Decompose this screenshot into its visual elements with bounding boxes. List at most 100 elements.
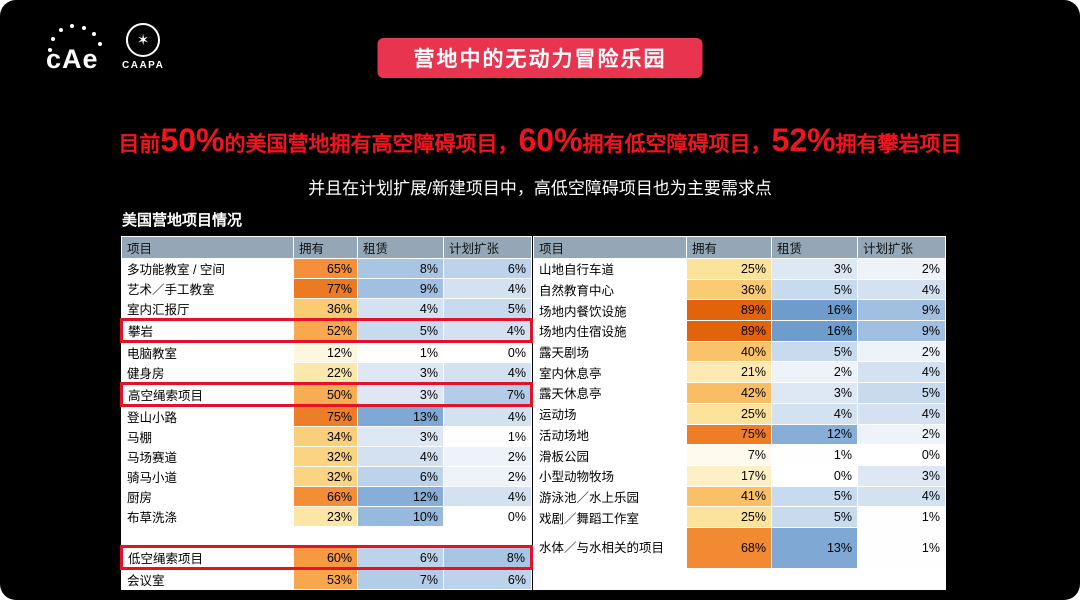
- value-cell: 4%: [357, 298, 444, 320]
- table-row: 滑板公园 7% 1% 0%: [533, 444, 946, 466]
- column-header: 拥有: [686, 236, 772, 259]
- value-cell: [686, 568, 772, 590]
- table-row: 场地内住宿设施 89% 16% 9%: [533, 320, 946, 342]
- table-row: 露天休息亭 42% 3% 5%: [533, 382, 946, 404]
- project-name-cell: 厨房: [121, 486, 294, 507]
- table-row: 小型动物牧场 17% 0% 3%: [533, 464, 946, 487]
- table-row: 艺术／手工教室 77% 9% 4%: [121, 278, 532, 299]
- value-cell: 42%: [686, 382, 772, 404]
- table-row: 电脑教室 12% 1% 0%: [121, 341, 532, 363]
- value-cell: 52%: [293, 318, 358, 343]
- value-cell: 34%: [293, 426, 358, 447]
- table-row: 低空绳索项目 60% 6% 8%: [120, 545, 533, 570]
- table-row: 会议室 53% 7% 6%: [121, 568, 532, 590]
- value-cell: 13%: [357, 405, 444, 427]
- value-cell: 40%: [686, 340, 772, 363]
- project-name-cell: 会议室: [121, 568, 294, 590]
- subheadline: 并且在计划扩展/新建项目中，高低空障碍项目也为主要需求点: [308, 179, 772, 198]
- value-cell: 12%: [293, 341, 358, 363]
- value-cell: 9%: [857, 299, 946, 322]
- value-cell: 4%: [443, 278, 532, 299]
- project-name-cell: 低空绳索项目: [120, 545, 294, 570]
- column-header: 租赁: [357, 236, 444, 259]
- value-cell: 5%: [771, 485, 858, 508]
- table-row: 山地自行车道 25% 3% 2%: [533, 258, 946, 280]
- value-cell: 2%: [857, 340, 946, 363]
- value-cell: 12%: [357, 486, 444, 507]
- headline-segment: 的美国营地拥有高空障碍项目，: [224, 133, 519, 156]
- project-name-cell: 多功能教室 / 空间: [121, 258, 294, 279]
- column-header: 计划扩张: [443, 236, 532, 259]
- value-cell: 3%: [357, 382, 444, 407]
- logo-group: cAe ✶ CAAPA: [42, 20, 164, 80]
- value-cell: 9%: [857, 320, 946, 342]
- value-cell: 3%: [357, 426, 444, 447]
- value-cell: 5%: [357, 318, 444, 343]
- value-cell: 3%: [857, 464, 946, 487]
- value-cell: 7%: [686, 444, 772, 466]
- value-cell: 16%: [771, 299, 858, 322]
- value-cell: 1%: [857, 526, 946, 570]
- value-cell: 23%: [293, 506, 358, 527]
- value-cell: 4%: [857, 402, 946, 425]
- value-cell: 22%: [293, 362, 358, 384]
- value-cell: 2%: [771, 361, 858, 384]
- value-cell: 1%: [357, 341, 444, 363]
- project-name-cell: [533, 568, 687, 590]
- value-cell: 9%: [357, 278, 444, 299]
- headline-segment: 52%: [771, 122, 836, 158]
- project-name-cell: 水体／与水相关的项目: [533, 526, 687, 570]
- value-cell: 41%: [686, 485, 772, 508]
- table-row: 戏剧／舞蹈工作室 25% 5% 1%: [533, 506, 946, 528]
- value-cell: 5%: [857, 382, 946, 404]
- value-cell: 3%: [771, 258, 858, 280]
- value-cell: 2%: [443, 446, 532, 467]
- value-cell: 8%: [443, 545, 533, 570]
- table-row: 马场赛道 32% 4% 2%: [121, 446, 532, 467]
- project-name-cell: 马棚: [121, 426, 294, 447]
- table-row: 室内休息亭 21% 2% 4%: [533, 361, 946, 384]
- table-row: 活动场地 75% 12% 2%: [533, 423, 946, 446]
- value-cell: 2%: [443, 466, 532, 487]
- value-cell: 77%: [293, 278, 358, 299]
- value-cell: 25%: [686, 258, 772, 280]
- value-cell: 4%: [857, 278, 946, 301]
- value-cell: 65%: [293, 258, 358, 279]
- value-cell: 6%: [443, 568, 532, 590]
- column-header: 租赁: [771, 236, 858, 259]
- value-cell: 5%: [771, 340, 858, 363]
- headline-segment: 拥有攀岩项目: [835, 133, 962, 156]
- value-cell: 68%: [686, 526, 772, 570]
- project-name-cell: 布草洗涤: [121, 506, 294, 527]
- project-name-cell: 马场赛道: [121, 446, 294, 467]
- cae-logo-text: cAe: [46, 44, 99, 74]
- caapa-emblem-icon: ✶: [126, 23, 161, 57]
- value-cell: 75%: [293, 405, 358, 427]
- header-row: 项目 拥有 租赁 计划扩张: [533, 236, 946, 259]
- table-row: 马棚 34% 3% 1%: [121, 426, 532, 447]
- headline: 目前50%的美国营地拥有高空障碍项目，60%拥有低空障碍项目，52%拥有攀岩项目: [0, 120, 1080, 167]
- value-cell: 89%: [686, 299, 772, 322]
- table-row: 健身房 22% 3% 4%: [121, 362, 532, 384]
- project-name-cell: 骑马小道: [121, 466, 294, 487]
- value-cell: 5%: [771, 278, 858, 301]
- value-cell: 16%: [771, 320, 858, 342]
- column-header: 项目: [533, 236, 687, 259]
- table-row: 自然教育中心 36% 5% 4%: [533, 278, 946, 301]
- value-cell: 50%: [293, 382, 358, 407]
- value-cell: 6%: [443, 258, 532, 279]
- caapa-logo-text: CAAPA: [122, 60, 165, 71]
- project-name-cell: [121, 526, 294, 547]
- table-row: 多功能教室 / 空间 65% 8% 6%: [121, 258, 532, 279]
- value-cell: 75%: [686, 423, 772, 446]
- headline-segment: 目前: [118, 133, 161, 156]
- value-cell: 66%: [293, 486, 358, 507]
- value-cell: [357, 526, 444, 547]
- value-cell: 7%: [443, 382, 533, 407]
- value-cell: 25%: [686, 506, 772, 528]
- value-cell: 5%: [443, 298, 532, 320]
- value-cell: 0%: [857, 444, 946, 466]
- column-header: 项目: [121, 236, 294, 259]
- value-cell: 1%: [771, 444, 858, 466]
- table-row: 布草洗涤 23% 10% 0%: [121, 506, 532, 527]
